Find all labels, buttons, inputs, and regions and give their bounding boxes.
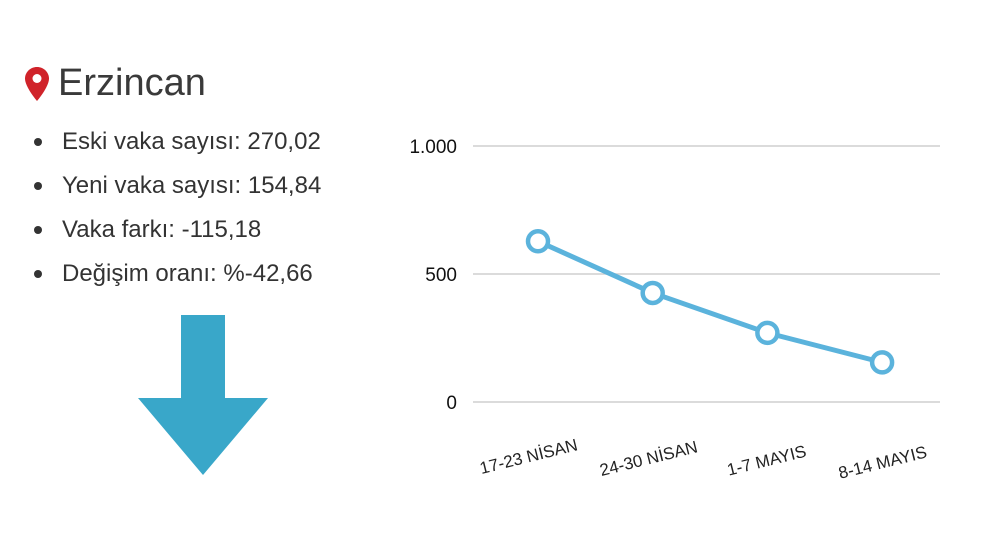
stat-old-cases: Eski vaka sayısı: 270,02	[34, 120, 321, 164]
location-header: Erzincan	[24, 62, 206, 105]
y-tick-label: 500	[425, 265, 457, 286]
stat-change-rate: Değişim oranı: %-42,66	[34, 252, 321, 296]
data-point	[525, 228, 551, 254]
x-tick-label: 8-14 MAYIS	[837, 443, 929, 483]
data-point	[869, 350, 895, 375]
x-tick-label: 1-7 MAYIS	[725, 442, 808, 480]
x-tick-label: 24-30 NİSAN	[598, 437, 700, 480]
series-line	[536, 238, 883, 365]
down-arrow-icon	[138, 315, 268, 475]
x-tick-label: 17-23 NİSAN	[478, 435, 580, 478]
y-tick-label: 1.000	[409, 137, 457, 158]
stats-list: Eski vaka sayısı: 270,02 Yeni vaka sayıs…	[34, 120, 321, 296]
stat-new-cases: Yeni vaka sayısı: 154,84	[34, 164, 321, 208]
location-name: Erzincan	[58, 62, 206, 104]
y-tick-label: 0	[446, 393, 457, 414]
stat-case-difference: Vaka farkı: -115,18	[34, 208, 321, 252]
data-point	[640, 280, 665, 306]
line-chart: 0 500 1.000 17-23 NİSAN 24-30 NİSAN 1-7 MAYIS…	[409, 137, 940, 483]
map-pin-icon	[25, 66, 49, 101]
data-point	[755, 320, 780, 346]
